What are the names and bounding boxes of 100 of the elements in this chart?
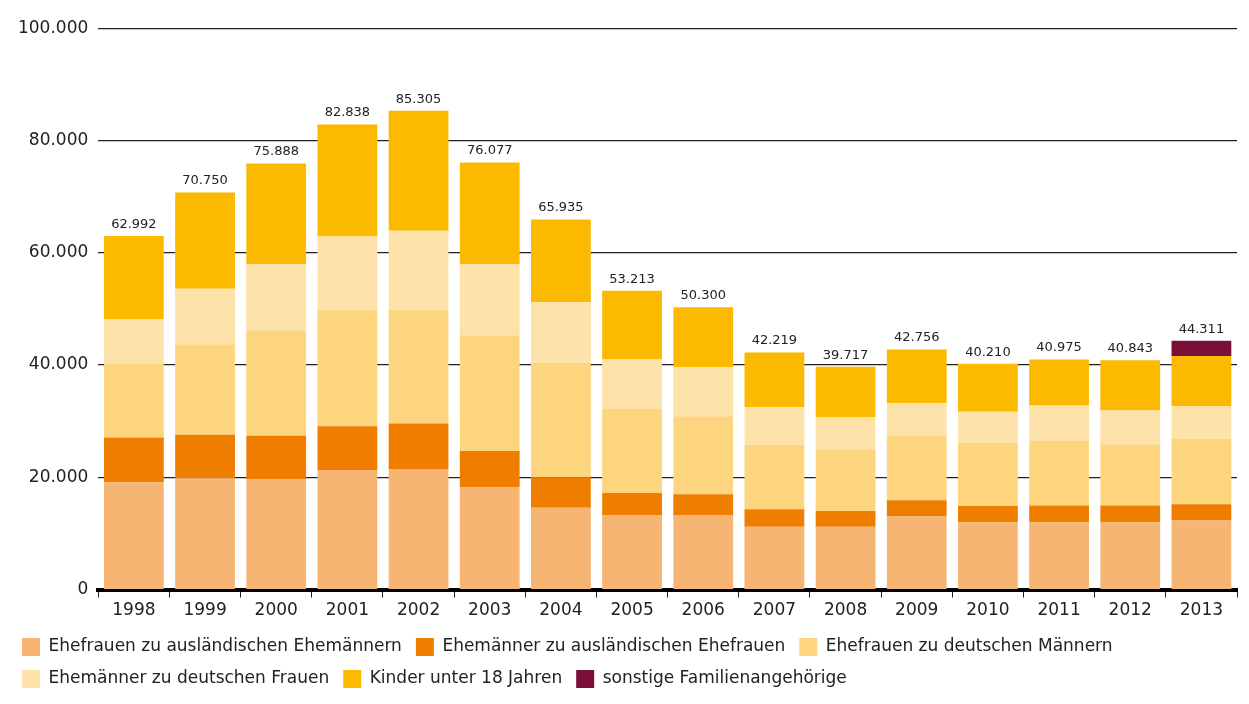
y-tick-label: 0 [77,578,89,599]
bar [673,514,734,589]
total-label: 40.210 [965,343,1011,359]
bar [103,235,164,320]
bar [388,110,449,231]
legend-label: Ehefrauen zu deutschen Männern [825,635,1113,656]
bar [1100,410,1161,445]
y-tick-label: 80.000 [28,128,89,149]
total-label: 42.756 [893,329,940,345]
bar [958,505,1018,523]
total-label: 39.717 [822,346,869,362]
bar [958,411,1018,444]
bar [317,470,378,589]
bar [1100,360,1161,411]
bar [246,163,307,264]
bar [531,219,591,303]
y-tick-label: 100.000 [17,16,89,37]
bar [459,263,520,336]
bar [1029,505,1089,523]
x-tick-label: 2003 [468,599,512,620]
legend-label: Ehefrauen zu ausländischen Ehemännern [48,635,402,656]
legend-label: sonstige Familienangehörige [602,667,847,688]
total-label: 75.888 [253,143,299,159]
bar [1029,440,1089,506]
legend-label: Ehemänner zu ausländischen Ehefrauen [442,635,786,656]
bar [1171,504,1232,521]
bar [673,367,734,417]
bar [531,507,591,589]
bar [388,310,449,424]
bar [459,487,520,589]
bar [246,263,307,331]
bar [1171,438,1232,505]
x-tick-label: 2002 [396,599,441,620]
bar [388,423,449,469]
bar [602,514,662,589]
total-label: 70.750 [182,172,228,188]
bar [317,124,378,237]
bar [744,444,805,510]
bar [317,426,378,471]
bar [1171,356,1232,407]
bar [958,443,1018,506]
x-tick-label: 2005 [610,599,654,620]
x-tick-label: 2006 [681,599,725,620]
bar [175,344,235,435]
bar [459,335,520,451]
bar [673,307,734,368]
x-tick-label: 2004 [539,599,583,620]
total-label: 40.975 [1036,339,1082,355]
bar [958,363,1018,412]
bar [602,408,662,494]
bar [602,359,662,409]
bar [1029,522,1089,589]
bar [459,450,520,488]
bar [531,302,591,363]
y-tick-label: 40.000 [28,353,89,374]
bar [602,493,662,515]
bar [103,437,164,483]
bar [1171,520,1232,589]
bar [602,290,662,360]
bar [1171,406,1232,439]
total-label: 82.838 [324,104,371,120]
total-label: 76.077 [466,142,513,158]
legend-label: Ehemänner zu deutschen Frauen [48,667,330,688]
total-label: 62.992 [111,215,157,231]
bar [317,309,378,427]
bar [744,352,805,408]
bar [103,319,164,364]
bar [1100,522,1161,589]
bar [1171,340,1232,356]
bar [246,479,307,589]
bar [815,449,876,511]
x-tick-label: 2000 [254,599,298,620]
bar [886,500,947,517]
bar [744,407,805,445]
x-tick-label: 2007 [752,599,797,620]
bar [388,230,449,311]
bar [175,288,235,345]
bar [815,366,876,418]
bar [744,509,805,527]
x-tick-label: 2010 [966,599,1010,620]
bar [459,162,520,264]
y-tick-label: 60.000 [28,241,89,262]
bar [1029,405,1089,441]
total-label: 44.311 [1178,320,1225,336]
total-label: 42.219 [751,332,798,348]
bar [815,526,876,589]
legend-label: Kinder unter 18 Jahren [369,667,563,688]
bar [388,468,449,589]
bar [886,349,947,404]
x-tick-label: 2011 [1037,599,1081,620]
bar [175,434,235,479]
y-tick-label: 20.000 [28,465,89,486]
total-label: 40.843 [1107,340,1153,356]
x-tick-label: 2008 [823,599,868,620]
bar [1100,505,1161,523]
bar [1029,359,1089,406]
x-tick-label: 2009 [895,599,939,620]
bar [886,516,947,589]
bar [246,330,307,436]
total-label: 50.300 [680,287,726,303]
